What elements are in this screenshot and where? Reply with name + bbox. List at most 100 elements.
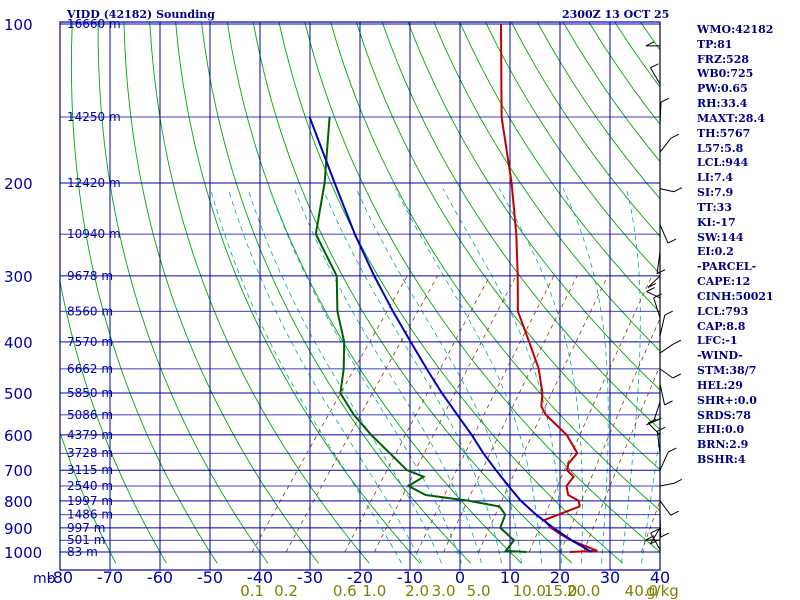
sounding-index: -PARCEL- (697, 260, 757, 274)
sounding-index: WB0:725 (697, 67, 754, 81)
sounding-index: PW:0.65 (697, 82, 748, 96)
height-label: 8560 m (67, 304, 113, 318)
height-label: 6662 m (67, 362, 113, 376)
pressure-tick-label: 100 (4, 16, 33, 34)
mixing-ratio-unit-label: g/kg (646, 582, 679, 600)
mixing-ratio-label: 20.0 (567, 582, 600, 600)
sounding-index: LCL:944 (697, 156, 749, 170)
moist-adiabat-line (269, 188, 462, 564)
sounding-index: LCL:793 (697, 304, 749, 318)
sounding-index: HEL:29 (697, 378, 743, 392)
temperature-tick-label: -10 (397, 568, 423, 587)
wind-barb (659, 383, 666, 405)
height-label: 4379 m (67, 428, 113, 442)
sounding-index: TT:33 (697, 200, 732, 214)
moist-adiabat-line (621, 188, 641, 564)
wind-barb-flag (653, 293, 662, 299)
moist-adiabat-line (210, 188, 402, 564)
wind-barb-flag (645, 41, 655, 47)
wind-barb-flag (673, 187, 683, 193)
sounding-index: -WIND- (697, 349, 743, 363)
sounding-index: FRZ:528 (697, 52, 750, 66)
mixing-ratio-label: 5.0 (467, 582, 491, 600)
grid-layer (59, 21, 661, 571)
wind-barb (649, 527, 661, 545)
height-label: 2540 m (67, 479, 113, 493)
wind-barb-flag (672, 339, 682, 345)
wind-barb (659, 482, 674, 487)
sounding-index: WMO:42182 (697, 23, 774, 36)
height-label: 997 m (67, 521, 105, 535)
observation-time: 2300Z 13 OCT 25 (562, 8, 670, 21)
height-label: 7570 m (67, 335, 113, 349)
height-label: 1997 m (67, 494, 113, 508)
wind-barb-flag (670, 133, 680, 139)
wind-barb (652, 401, 661, 422)
mixing-ratio-label: 3.0 (432, 582, 456, 600)
wind-barb-flag (660, 532, 669, 538)
moist-adiabat-line (442, 188, 562, 564)
sounding-index: SI:7.9 (697, 186, 734, 200)
wind-barb-flag (646, 420, 655, 426)
pressure-tick-label: 600 (4, 427, 33, 445)
wind-barb (650, 532, 661, 550)
wind-barb (653, 297, 661, 318)
wind-barb-flag (647, 283, 657, 288)
temperature-tick-label: -80 (47, 568, 73, 587)
mixing-ratio-label: 0.6 (333, 582, 357, 600)
wind-barb (647, 275, 661, 288)
moist-adiabat-line (227, 188, 422, 564)
wind-barb (656, 251, 661, 274)
height-label: 10940 m (67, 227, 121, 241)
parcel-path-line (308, 116, 593, 553)
height-label: 12420 m (67, 176, 121, 190)
sounding-index: CAP:8.8 (697, 319, 746, 333)
sounding-index: EHI:0.0 (697, 423, 745, 437)
moist-adiabat-line (293, 188, 482, 564)
wind-barb-flag (667, 238, 677, 244)
wind-barb-flag (647, 418, 657, 424)
sounding-index: SHR+:0.0 (697, 393, 757, 407)
sounding-index: CINH:50021 (697, 289, 774, 303)
wind-barb (656, 431, 661, 454)
temperature-tick-label: -40 (247, 568, 273, 587)
sounding-index: LFC:-1 (697, 334, 738, 348)
mixing-ratio-line (344, 275, 491, 553)
height-label: 3115 m (67, 463, 113, 477)
temperature-tick-label: 30 (600, 568, 620, 587)
pressure-tick-label: 500 (4, 385, 33, 403)
dewpoint-profile-line (314, 116, 527, 553)
height-label: 83 m (67, 545, 98, 559)
wind-barb-flag (660, 97, 670, 103)
wind-barb (659, 500, 672, 516)
temperature-tick-label: 0 (455, 568, 465, 587)
sounding-index: MAXT:28.4 (697, 111, 765, 125)
wind-barb (650, 67, 661, 85)
moist-adiabat-line (395, 188, 542, 564)
temperature-tick-label: 10 (500, 568, 520, 587)
pressure-tick-label: 800 (4, 493, 33, 511)
mixing-ratio-label: 2.0 (405, 582, 429, 600)
mixing-ratio-label: 15.0 (544, 582, 577, 600)
moist-adiabat-line (247, 188, 442, 564)
height-label: 5086 m (67, 408, 113, 422)
wind-barb (646, 291, 661, 299)
mixing-ratio-label: 1.0 (362, 582, 386, 600)
dry-adiabat-line (60, 431, 117, 564)
height-label: 1486 m (67, 508, 113, 522)
mixing-ratio-label: 40.0 (625, 582, 658, 600)
height-label: 501 m (67, 533, 105, 547)
wind-barb-flag (656, 269, 666, 275)
pressure-tick-label: 1000 (4, 544, 42, 562)
temperature-tick-label: -30 (297, 568, 323, 587)
height-label: 16660 m (67, 17, 121, 31)
pressure-tick-label: 300 (4, 268, 33, 286)
wind-barb (659, 451, 669, 471)
temperature-tick-label: -20 (347, 568, 373, 587)
sounding-index: SRDS:78 (697, 408, 751, 422)
sounding-index: EI:0.2 (697, 245, 734, 259)
mixing-ratio-label: 10.0 (513, 582, 546, 600)
sounding-index: TP:81 (697, 37, 733, 51)
station-title: VIDD (42182) Sounding (67, 8, 215, 21)
wind-barb (659, 314, 666, 337)
